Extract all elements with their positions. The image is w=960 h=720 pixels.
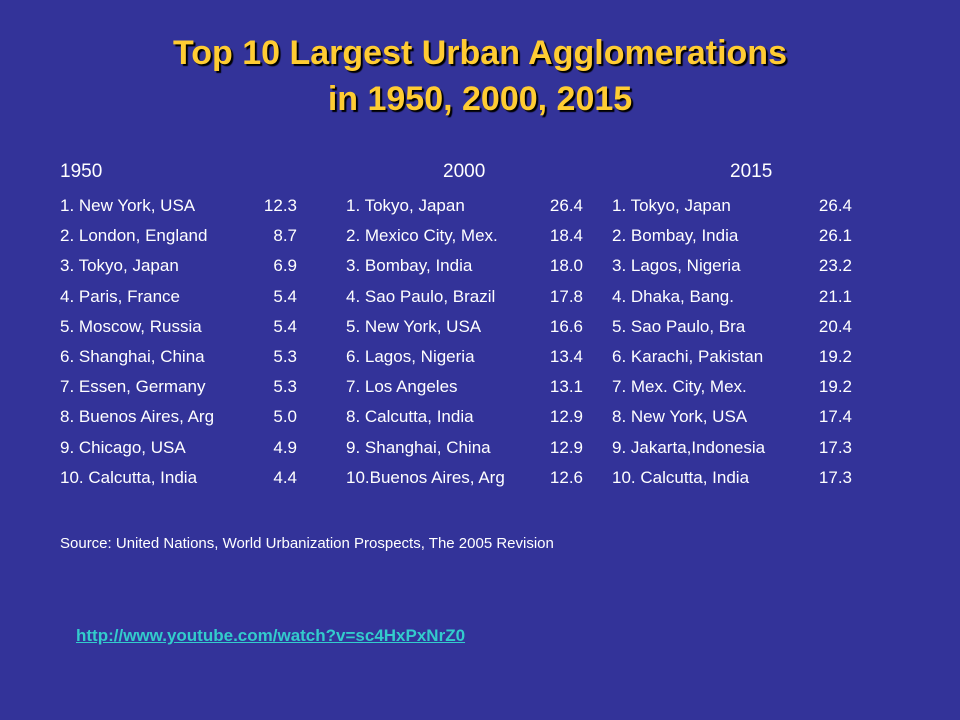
rank-label-1950-6: 6. Shanghai, China xyxy=(60,347,205,366)
rank-value-2015-7: 19.2 xyxy=(818,377,852,396)
rank-label-2015-4: 4. Dhaka, Bang. xyxy=(612,287,734,306)
rank-label-2000-3: 3. Bombay, India xyxy=(346,256,473,275)
rank-label-1950-2: 2. London, England xyxy=(60,226,208,245)
rank-value-1950-10: 4.4 xyxy=(273,468,297,487)
rank-label-2000-4: 4. Sao Paulo, Brazil xyxy=(346,287,496,306)
rank-value-2015-9: 17.3 xyxy=(818,438,852,457)
rank-value-1950-4: 5.4 xyxy=(273,287,297,306)
rank-label-2015-5: 5. Sao Paulo, Bra xyxy=(612,317,746,336)
rank-value-1950-2: 8.7 xyxy=(273,226,297,245)
rank-value-1950-6: 5.3 xyxy=(273,347,297,366)
rank-label-1950-10: 10. Calcutta, India xyxy=(60,468,198,487)
rank-value-2015-2: 26.1 xyxy=(818,226,852,245)
column-header-1950: 1950 xyxy=(60,161,103,182)
rank-value-2000-2: 18.4 xyxy=(549,226,583,245)
rank-label-1950-1: 1. New York, USA xyxy=(60,196,196,215)
rank-label-2000-9: 9. Shanghai, China xyxy=(346,438,491,457)
rank-value-2000-3: 18.0 xyxy=(549,256,583,275)
rank-value-2000-5: 16.6 xyxy=(549,317,583,336)
rank-value-1950-5: 5.4 xyxy=(273,317,297,336)
rank-label-1950-3: 3. Tokyo, Japan xyxy=(60,256,179,275)
source-citation: Source: United Nations, World Urbanizati… xyxy=(60,535,554,552)
rank-value-2000-8: 12.9 xyxy=(549,407,583,426)
rank-value-1950-3: 6.9 xyxy=(273,256,297,275)
rank-label-2015-9: 9. Jakarta,Indonesia xyxy=(612,438,766,457)
slide-title-line-2: in 1950, 2000, 2015 xyxy=(327,80,633,118)
rank-value-2015-4: 21.1 xyxy=(818,287,852,306)
rank-value-1950-9: 4.9 xyxy=(273,438,297,457)
rank-label-1950-4: 4. Paris, France xyxy=(60,287,180,306)
rank-value-2015-10: 17.3 xyxy=(818,468,852,487)
rank-label-1950-7: 7. Essen, Germany xyxy=(60,377,206,396)
rank-label-2000-5: 5. New York, USA xyxy=(346,317,482,336)
rank-label-2015-10: 10. Calcutta, India xyxy=(612,468,750,487)
rank-label-2015-2: 2. Bombay, India xyxy=(612,226,739,245)
rank-value-2000-7: 13.1 xyxy=(549,377,583,396)
rank-value-1950-8: 5.0 xyxy=(273,407,297,426)
rank-label-2015-3: 3. Lagos, Nigeria xyxy=(612,256,741,275)
rank-label-1950-5: 5. Moscow, Russia xyxy=(60,317,202,336)
rank-value-1950-7: 5.3 xyxy=(273,377,297,396)
column-header-2015: 2015 xyxy=(730,161,773,182)
rank-value-2000-10: 12.6 xyxy=(549,468,583,487)
rank-value-2000-1: 26.4 xyxy=(549,196,583,215)
slide-title-line-1: Top 10 Largest Urban Agglomerations xyxy=(173,34,787,72)
column-header-2000: 2000 xyxy=(443,161,486,182)
slide-title: Top 10 Largest Urban Agglomerations in 1… xyxy=(0,30,960,122)
rank-value-2015-1: 26.4 xyxy=(818,196,852,215)
rank-value-2000-4: 17.8 xyxy=(549,287,583,306)
rank-label-2000-1: 1. Tokyo, Japan xyxy=(346,196,465,215)
rank-label-2015-7: 7. Mex. City, Mex. xyxy=(612,377,747,396)
rank-label-2015-8: 8. New York, USA xyxy=(612,407,748,426)
rank-value-1950-1: 12.3 xyxy=(263,196,297,215)
rank-label-1950-8: 8. Buenos Aires, Arg xyxy=(60,407,215,426)
rank-label-2000-10: 10.Buenos Aires, Arg xyxy=(346,468,505,487)
rank-value-2015-3: 23.2 xyxy=(818,256,852,275)
rank-value-2015-8: 17.4 xyxy=(818,407,852,426)
rank-value-2000-9: 12.9 xyxy=(549,438,583,457)
rank-label-2015-6: 6. Karachi, Pakistan xyxy=(612,347,764,366)
rank-value-2015-6: 19.2 xyxy=(818,347,852,366)
rank-label-2000-8: 8. Calcutta, India xyxy=(346,407,474,426)
rank-label-2000-6: 6. Lagos, Nigeria xyxy=(346,347,475,366)
youtube-link[interactable]: http://www.youtube.com/watch?v=sc4HxPxNr… xyxy=(76,626,466,645)
rank-label-2015-1: 1. Tokyo, Japan xyxy=(612,196,731,215)
rank-value-2000-6: 13.4 xyxy=(549,347,583,366)
rank-label-2000-7: 7. Los Angeles xyxy=(346,377,458,396)
rank-label-1950-9: 9. Chicago, USA xyxy=(60,438,186,457)
rank-label-2000-2: 2. Mexico City, Mex. xyxy=(346,226,498,245)
rank-value-2015-5: 20.4 xyxy=(818,317,852,336)
